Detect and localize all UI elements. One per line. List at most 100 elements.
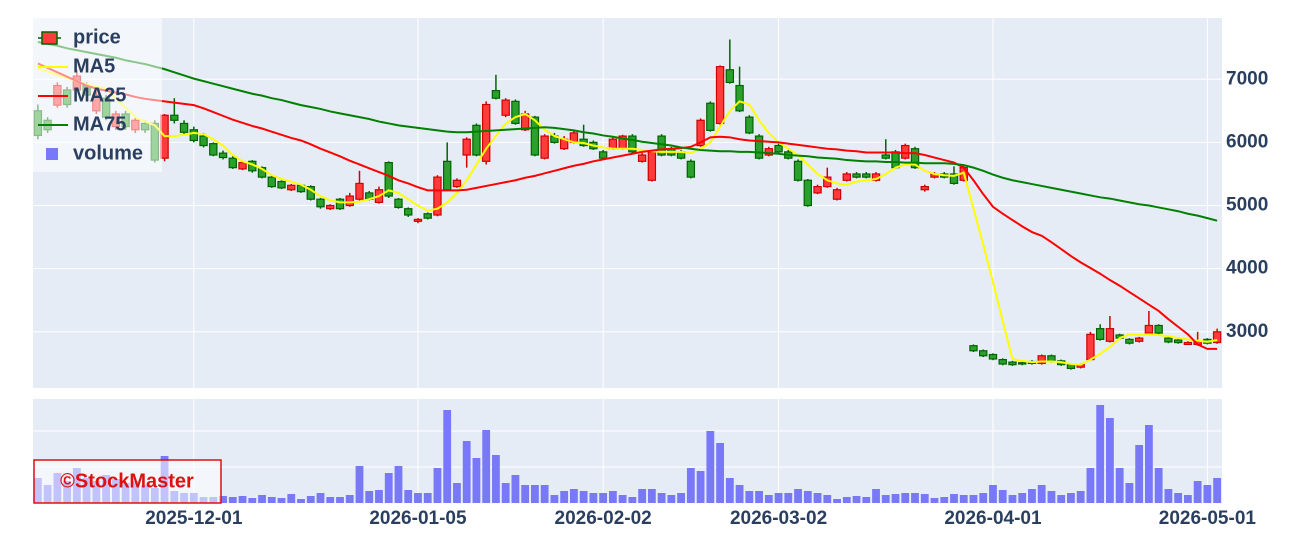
volume-bar	[628, 497, 637, 503]
legend-label: MA25	[73, 84, 126, 106]
volume-bar	[531, 485, 539, 503]
candle-body	[1125, 338, 1134, 344]
volume-bar	[1047, 491, 1056, 503]
volume-bar	[696, 471, 705, 503]
volume-bar	[579, 491, 588, 503]
volume-bar	[969, 495, 978, 503]
legend-icon	[41, 31, 58, 45]
candle-body	[920, 185, 929, 191]
candle-body	[1008, 361, 1017, 366]
candle-body	[287, 184, 296, 191]
candle-body	[540, 135, 549, 159]
candle-body	[1018, 362, 1027, 365]
volume-bar	[501, 483, 510, 503]
candle-body	[1066, 364, 1076, 370]
candle-body	[881, 154, 890, 159]
volume-bar	[823, 495, 832, 503]
candle-body	[238, 161, 247, 170]
volume-bar	[599, 493, 608, 503]
volume-bar	[1106, 418, 1114, 503]
candle-body	[754, 135, 764, 159]
candle-body	[988, 353, 998, 360]
volume-bar	[1154, 468, 1163, 503]
volume-bar	[979, 493, 988, 503]
candle-body	[218, 152, 228, 159]
x-tick-label: 2026-02-02	[555, 508, 652, 529]
candle-body	[199, 135, 208, 147]
candle-body	[170, 114, 179, 121]
candle-body	[1173, 339, 1183, 344]
volume-bar	[755, 491, 763, 503]
ma-line	[37, 62, 1218, 350]
volume-bar	[891, 494, 900, 503]
candle-body	[696, 119, 705, 147]
candle-body	[735, 84, 744, 112]
volume-bar	[872, 489, 880, 503]
volume-bar	[472, 458, 481, 503]
volume-bar	[297, 499, 305, 503]
legend-label: MA5	[73, 55, 115, 77]
volume-bar	[384, 473, 393, 503]
legend-label: volume	[73, 142, 143, 164]
x-tick-label: 2025-12-01	[145, 508, 243, 529]
volume-bar	[930, 498, 939, 503]
candle-body	[530, 116, 540, 156]
volume-bar	[784, 493, 793, 503]
price-plot-area	[33, 18, 1222, 388]
volume-bar	[414, 493, 422, 503]
volume-bar	[706, 431, 715, 503]
legend-label: MA75	[73, 113, 126, 135]
y-tick-label: 4000	[1226, 258, 1268, 279]
candle-body	[598, 151, 608, 159]
volume-bar	[1193, 481, 1202, 503]
candle-body	[335, 198, 345, 210]
candle-body	[715, 66, 725, 125]
candle-body	[228, 157, 237, 169]
candle-body	[793, 160, 803, 181]
volume-bar	[774, 493, 783, 503]
candle-body	[862, 173, 871, 178]
candle-body	[969, 345, 978, 352]
volume-bar	[950, 494, 958, 503]
volume-bar	[1018, 493, 1027, 503]
volume-bar	[794, 489, 802, 503]
volume-bar	[901, 493, 910, 503]
watermark-box	[33, 459, 222, 504]
candle-body	[628, 135, 637, 153]
grid	[33, 18, 1222, 504]
volume-bar	[228, 497, 237, 503]
candle-body	[472, 124, 481, 156]
volume-bar	[608, 491, 617, 503]
x-tick-label: 2026-01-05	[369, 508, 467, 529]
x-tick-label: 2026-04-01	[944, 508, 1042, 529]
volume-bar	[394, 466, 403, 503]
volume-bar	[1183, 495, 1192, 503]
candle-body	[423, 213, 432, 219]
candle-body	[901, 144, 910, 159]
volume-bar	[657, 493, 666, 503]
volume-bar	[959, 495, 968, 503]
volume-bar	[1164, 489, 1173, 503]
candle-body	[511, 100, 520, 125]
volume-bar	[238, 496, 247, 503]
volume-bar	[998, 490, 1007, 503]
y-tick-label: 5000	[1226, 195, 1268, 216]
candle-body	[1144, 324, 1154, 334]
candle-body	[404, 208, 413, 216]
candle-body	[1212, 331, 1222, 344]
candle-body	[949, 173, 959, 185]
volume-bar	[1008, 495, 1017, 503]
volume-bar	[560, 491, 569, 503]
candle-body	[842, 173, 851, 181]
candle-body	[433, 176, 442, 216]
watermark: ©StockMaster	[60, 470, 194, 492]
volume-bar	[1037, 485, 1046, 503]
volume-bar	[443, 410, 452, 503]
candle-body	[345, 195, 354, 207]
volume-bar	[355, 466, 364, 503]
candle-body	[608, 138, 618, 150]
volume-bar	[423, 493, 432, 503]
volume-bar	[1076, 491, 1085, 503]
candle-body	[179, 122, 189, 133]
